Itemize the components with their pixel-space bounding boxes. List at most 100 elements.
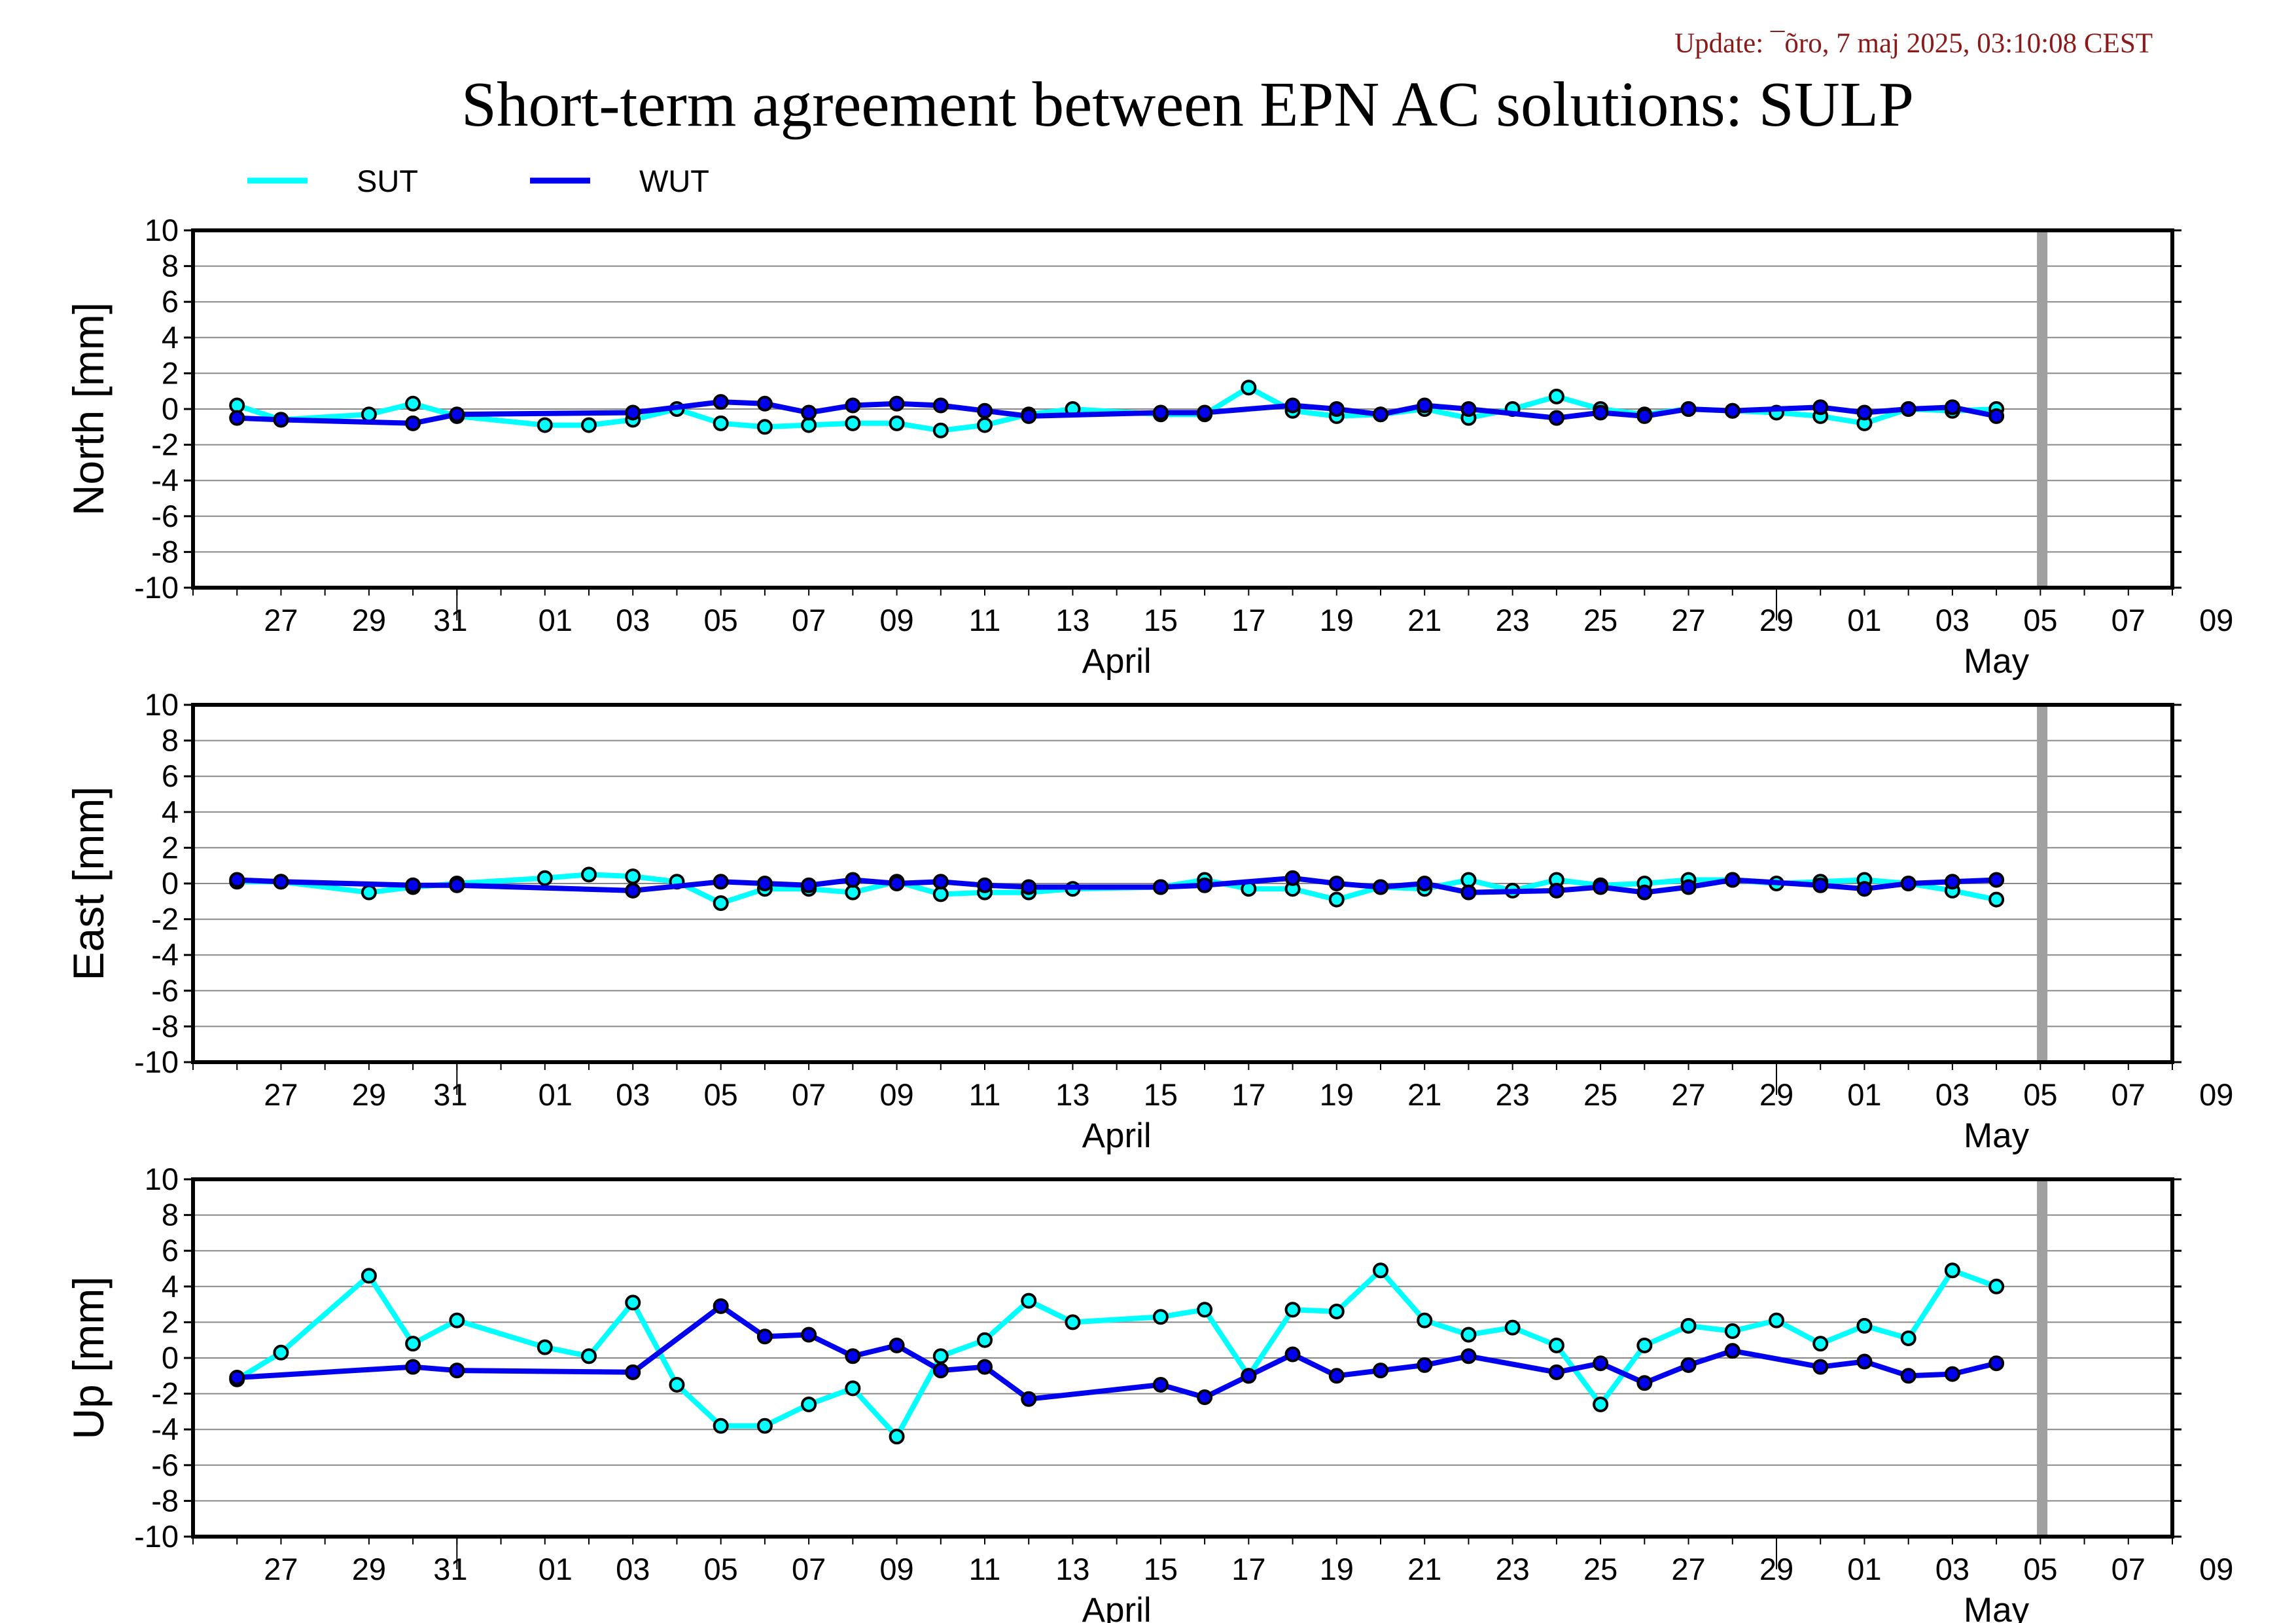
data-point-sut (1328, 891, 1345, 908)
data-point-sut (1197, 1302, 1213, 1318)
data-point-wut (1417, 1357, 1433, 1373)
data-point-wut (889, 876, 905, 891)
data-point-sut (1152, 1309, 1169, 1325)
data-point-wut (932, 874, 949, 890)
data-point-wut (977, 877, 993, 893)
data-point-sut (1328, 1304, 1345, 1320)
plot-frame (191, 228, 2174, 590)
data-point-wut (1636, 408, 1653, 424)
data-point-wut (1900, 876, 1916, 891)
x-tick-label: 27 (264, 1552, 298, 1586)
month-label-may: May (1964, 1116, 2030, 1155)
x-tick-label: 15 (1144, 603, 1178, 637)
x-tick-label: 09 (879, 1077, 913, 1112)
legend-item-wut: WUT (530, 164, 709, 198)
data-point-wut (713, 1298, 729, 1314)
data-point-wut (1856, 404, 1873, 421)
data-point-wut (1548, 882, 1564, 899)
data-point-wut (229, 1370, 245, 1386)
data-point-sut (932, 1348, 949, 1364)
legend-label-wut: WUT (639, 164, 709, 198)
x-tick-label: 05 (704, 1077, 738, 1112)
x-tick-label: 07 (2111, 1077, 2146, 1112)
y-tick-label: -10 (134, 1044, 179, 1079)
data-point-wut (1944, 1366, 1960, 1382)
data-point-wut (229, 410, 245, 426)
data-point-sut (625, 1294, 641, 1311)
x-tick-label: 27 (264, 1077, 298, 1112)
data-point-wut (1944, 399, 1960, 416)
y-tick-label: -4 (151, 1412, 179, 1446)
data-point-sut (581, 417, 597, 433)
x-tick-label: 05 (704, 603, 738, 637)
data-point-wut (1021, 879, 1037, 895)
x-tick-label: 01 (1847, 603, 1881, 637)
y-tick-label: -4 (151, 463, 179, 497)
data-point-wut (1812, 1359, 1829, 1375)
x-tick-label: 03 (1935, 1552, 1969, 1586)
data-point-wut (449, 877, 465, 893)
data-point-sut (669, 1376, 685, 1393)
data-point-wut (1373, 406, 1388, 423)
data-point-wut (1593, 879, 1609, 895)
data-point-wut (1417, 397, 1433, 414)
data-point-sut (581, 1348, 597, 1364)
data-point-sut (1856, 1317, 1873, 1334)
data-point-wut (1328, 1368, 1345, 1384)
y-tick-label: 0 (162, 391, 179, 426)
x-tick-label: 11 (969, 1077, 1001, 1112)
data-point-wut (625, 404, 641, 421)
data-point-wut (801, 404, 817, 421)
data-point-sut (361, 884, 377, 901)
x-tick-label: 29 (1759, 1077, 1793, 1112)
data-point-wut (405, 415, 421, 431)
data-point-sut (845, 415, 861, 431)
data-point-wut (1021, 408, 1037, 424)
data-point-wut (932, 1363, 949, 1379)
data-point-wut (1724, 402, 1740, 419)
y-tick-label: -10 (134, 1519, 179, 1554)
data-point-wut (756, 876, 773, 891)
data-point-sut (537, 417, 553, 433)
y-tick-label: -2 (151, 1376, 179, 1411)
y-tick-label: 6 (162, 1233, 179, 1268)
data-point-wut (1680, 879, 1697, 895)
data-point-wut (625, 1364, 641, 1380)
plot-frame (191, 1177, 2174, 1539)
data-point-sut (405, 395, 421, 412)
data-point-sut (801, 417, 817, 433)
legend: SUT WUT (247, 164, 709, 198)
data-point-wut (932, 397, 949, 414)
data-point-sut (713, 415, 729, 431)
data-point-sut (361, 406, 377, 423)
data-point-sut (889, 1429, 905, 1445)
x-tick-label: 01 (1847, 1077, 1881, 1112)
x-tick-label: 21 (1407, 603, 1441, 637)
data-point-sut (1812, 1336, 1829, 1352)
data-point-wut (1152, 879, 1169, 895)
update-timestamp: Update: ¯õro, 7 maj 2025, 03:10:08 CEST (1674, 28, 2153, 59)
data-point-sut (1460, 1327, 1477, 1343)
x-tick-label: 29 (1759, 603, 1793, 637)
data-point-sut (1988, 891, 2005, 908)
data-point-wut (1373, 879, 1388, 895)
data-point-sut (1548, 1337, 1564, 1353)
x-tick-label: 25 (1583, 1077, 1617, 1112)
data-point-wut (977, 402, 993, 419)
x-tick-label: 07 (2111, 603, 2146, 637)
data-point-sut (581, 866, 597, 883)
x-tick-label: 29 (352, 603, 386, 637)
x-tick-label: 03 (616, 603, 650, 637)
x-tick-label: 27 (1671, 1077, 1705, 1112)
data-point-wut (1460, 1348, 1477, 1364)
data-point-wut (1856, 881, 1873, 897)
data-point-sut (405, 1336, 421, 1352)
data-point-wut (1284, 1346, 1301, 1363)
y-tick-label: 10 (145, 687, 179, 722)
data-point-wut (1680, 401, 1697, 417)
data-point-wut (1988, 408, 2005, 424)
x-tick-label: 17 (1231, 1077, 1265, 1112)
